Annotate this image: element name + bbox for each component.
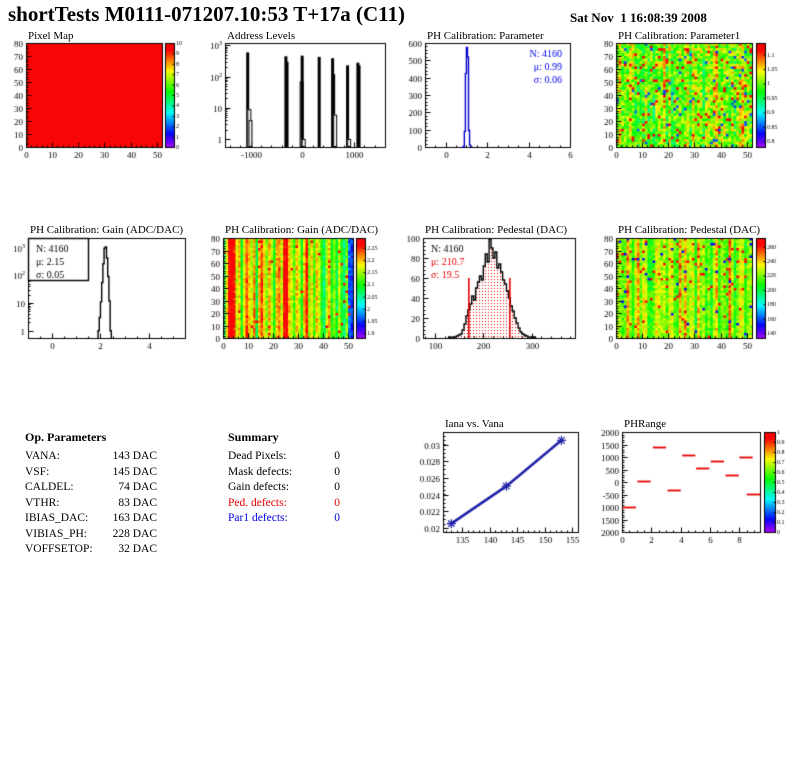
- panel-pedestal-hist: PH Calibration: Pedestal (DAC): [398, 210, 597, 385]
- op-parameter-label: VSF:: [25, 465, 50, 478]
- op-parameter-row: CALDEL: 74 DAC: [25, 480, 157, 496]
- op-parameter-label: VANA:: [25, 450, 60, 462]
- pedestal-hist-canvas: [398, 210, 597, 385]
- summary-row: Ped. defects: 0: [228, 496, 340, 512]
- gain-map-canvas: [199, 210, 398, 385]
- summary-row: Dead Pixels: 0: [228, 449, 340, 465]
- panel-phrange: PHRange: [597, 405, 796, 580]
- op-parameters-heading: Op. Parameters: [25, 430, 107, 444]
- panel-ph-parameter: PH Calibration: Parameter: [398, 18, 597, 193]
- panel-iana-vs-vana: Iana vs. Vana: [398, 405, 597, 580]
- panel-gain-hist: PH Calibration: Gain (ADC/DAC): [0, 210, 199, 385]
- pixel-map-title: Pixel Map: [28, 30, 74, 42]
- op-parameter-value: 163 DAC: [112, 512, 157, 524]
- ph-parameter-title: PH Calibration: Parameter: [427, 30, 544, 42]
- summary-value: 0: [334, 465, 340, 478]
- op-parameter-value: 74 DAC: [118, 481, 157, 493]
- ph-parameter1-title: PH Calibration: Parameter1: [618, 30, 741, 42]
- summary-block: Summary Dead Pixels: 0 Mask defects: 0 Gai…: [228, 430, 340, 527]
- op-parameter-label: VIBIAS_PH:: [25, 527, 87, 540]
- summary-label: Par1 defects:: [228, 512, 288, 524]
- panel-gain-map: PH Calibration: Gain (ADC/DAC): [199, 210, 398, 385]
- op-parameter-value: 83 DAC: [118, 496, 157, 509]
- iana-vs-vana-title: Iana vs. Vana: [445, 418, 504, 430]
- op-parameter-value: 228 DAC: [112, 527, 157, 540]
- summary-label: Mask defects:: [228, 465, 293, 478]
- address-levels-canvas: [199, 18, 398, 193]
- ph-parameter1-canvas: [597, 18, 796, 193]
- summary-label: Ped. defects:: [228, 496, 287, 509]
- phrange-canvas: [597, 405, 796, 580]
- op-parameter-label: VTHR:: [25, 496, 60, 509]
- op-parameter-label: VOFFSETOP:: [25, 543, 93, 555]
- op-parameters-block: Op. Parameters VANA: 143 DAC VSF: 145 DAC …: [25, 430, 157, 558]
- panel-pixel-map: Pixel Map: [0, 18, 199, 193]
- op-parameter-row: VIBIAS_PH: 228 DAC: [25, 527, 157, 543]
- gain-hist-canvas: [0, 210, 199, 385]
- panel-ph-parameter1: PH Calibration: Parameter1: [597, 18, 796, 193]
- summary-row: Gain defects: 0: [228, 480, 340, 496]
- op-parameter-row: VANA: 143 DAC: [25, 449, 157, 465]
- summary-label: Dead Pixels:: [228, 450, 287, 462]
- op-parameter-row: VOFFSETOP: 32 DAC: [25, 542, 157, 558]
- gain-map-title: PH Calibration: Gain (ADC/DAC): [225, 224, 379, 236]
- pedestal-map-title: PH Calibration: Pedestal (DAC): [618, 224, 761, 236]
- op-parameter-row: IBIAS_DAC: 163 DAC: [25, 511, 157, 527]
- phrange-title: PHRange: [624, 418, 667, 430]
- gain-hist-title: PH Calibration: Gain (ADC/DAC): [30, 224, 184, 236]
- panel-address-levels: Address Levels: [199, 18, 398, 193]
- iana-vs-vana-canvas: [398, 405, 597, 580]
- op-parameter-value: 143 DAC: [112, 450, 157, 462]
- op-parameter-row: VSF: 145 DAC: [25, 465, 157, 481]
- op-parameter-value: 145 DAC: [112, 465, 157, 478]
- summary-value: 0: [334, 496, 340, 509]
- summary-row: Mask defects: 0: [228, 465, 340, 481]
- ph-parameter-canvas: [398, 18, 597, 193]
- address-levels-title: Address Levels: [227, 30, 296, 42]
- summary-value: 0: [334, 512, 340, 524]
- summary-heading: Summary: [228, 430, 279, 444]
- op-parameter-row: VTHR: 83 DAC: [25, 496, 157, 512]
- pixel-map-canvas: [0, 18, 199, 193]
- summary-label: Gain defects:: [228, 481, 289, 493]
- pedestal-hist-title: PH Calibration: Pedestal (DAC): [425, 224, 568, 236]
- op-parameter-label: IBIAS_DAC:: [25, 512, 89, 524]
- summary-value: 0: [334, 481, 340, 493]
- summary-value: 0: [334, 450, 340, 462]
- op-parameter-value: 32 DAC: [118, 543, 157, 555]
- panel-pedestal-map: PH Calibration: Pedestal (DAC): [597, 210, 796, 385]
- summary-row: Par1 defects: 0: [228, 511, 340, 527]
- op-parameter-label: CALDEL:: [25, 481, 74, 493]
- pedestal-map-canvas: [597, 210, 796, 385]
